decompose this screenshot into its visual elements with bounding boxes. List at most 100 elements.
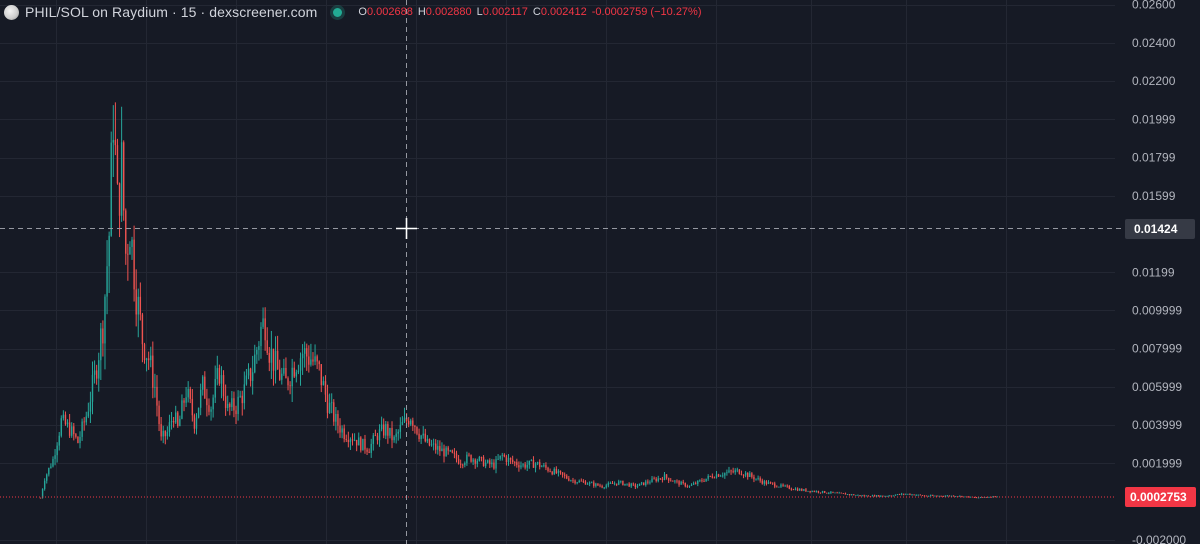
candle-body	[950, 495, 953, 497]
candle-body	[676, 480, 678, 482]
candle-body	[799, 489, 801, 491]
candle-body	[123, 142, 125, 211]
candle-body	[254, 354, 256, 373]
candle-body	[838, 492, 840, 494]
price-axis-tick-label: 0.02600	[1132, 0, 1176, 12]
candle-body	[339, 425, 341, 433]
candle-body	[362, 438, 364, 451]
price-axis-tick-label: 0.01999	[1132, 112, 1176, 126]
candle-body	[54, 455, 56, 459]
candle-body	[511, 459, 514, 463]
candle-body	[370, 443, 372, 453]
candle-body	[127, 253, 129, 255]
candle-body	[489, 460, 491, 465]
candle-body	[653, 478, 655, 480]
candle-body	[921, 495, 924, 496]
candle-body	[580, 480, 582, 482]
candle-body	[821, 491, 824, 493]
market-open-status-icon[interactable]	[333, 7, 343, 17]
candle-body	[930, 495, 932, 496]
candle-body	[131, 239, 133, 247]
candle-body	[87, 411, 90, 417]
candle-body	[464, 463, 466, 466]
candle-body	[314, 356, 316, 362]
candle-body	[303, 348, 306, 354]
candle-body	[882, 495, 884, 497]
candle-body	[853, 494, 855, 496]
candle-body	[237, 396, 239, 415]
candle-body	[896, 494, 899, 496]
candle-body	[894, 494, 897, 496]
candle-body	[499, 455, 501, 459]
crosshair-price-label-bg	[1125, 219, 1195, 239]
candle-body	[351, 439, 354, 441]
candle-body	[118, 183, 121, 216]
candle-body	[955, 496, 957, 498]
candle-body	[243, 384, 246, 404]
candle-body	[487, 460, 489, 463]
candle-body	[333, 402, 335, 422]
candle-body	[907, 493, 909, 495]
candle-body	[647, 481, 649, 483]
candle-body	[645, 481, 647, 486]
candle-body	[638, 483, 641, 486]
candle-body	[462, 464, 464, 466]
candle-body	[347, 439, 350, 443]
candle-body	[501, 454, 503, 456]
candle-body	[942, 496, 944, 497]
candle-body	[71, 426, 73, 436]
candle-body	[310, 359, 312, 365]
candle-body	[541, 466, 543, 468]
candle-body	[391, 427, 393, 441]
candle-body	[730, 470, 732, 472]
candle-body	[557, 470, 560, 474]
candle-body	[830, 491, 832, 494]
candle-body	[430, 444, 433, 446]
candle-body	[620, 480, 622, 482]
candle-body	[420, 435, 422, 439]
candle-body	[43, 480, 46, 489]
candle-body	[260, 326, 262, 347]
candle-body	[591, 482, 593, 484]
candlestick-series[interactable]	[39, 102, 998, 499]
candle-body	[898, 494, 901, 496]
candle-body	[353, 439, 356, 441]
candle-body	[432, 443, 435, 445]
candle-body	[657, 478, 659, 482]
candle-body	[524, 464, 526, 468]
candle-body	[526, 464, 528, 468]
candle-body	[603, 487, 605, 489]
candle-body	[414, 425, 416, 427]
candle-body	[778, 486, 780, 488]
price-axis[interactable]: 0.02600 0.02400 0.02200 0.01999 0.01799 0.015…	[1132, 0, 1186, 544]
candle-body	[771, 482, 774, 484]
candle-body	[659, 478, 662, 480]
last-price-label: 0.0002753	[1125, 487, 1196, 507]
ohlc-close-value: 0.002412	[540, 6, 587, 18]
candle-body	[570, 480, 572, 482]
candle-body	[397, 431, 399, 434]
candle-body	[218, 368, 221, 384]
candle-body	[509, 458, 512, 460]
candle-body	[210, 409, 212, 412]
candle-body	[844, 493, 847, 495]
candle-body	[909, 493, 911, 495]
candle-body	[202, 376, 204, 390]
candle-body	[341, 428, 343, 433]
candle-body	[281, 373, 283, 380]
candle-body	[593, 482, 595, 486]
candle-body	[266, 340, 268, 353]
candle-body	[518, 465, 520, 468]
candle-body	[875, 495, 878, 497]
candle-body	[66, 422, 69, 425]
candle-body	[472, 459, 474, 462]
candle-body	[774, 483, 776, 487]
candle-body	[988, 497, 990, 498]
candle-body	[64, 414, 67, 425]
price-axis-tick-label: -0.002000	[1132, 533, 1186, 544]
crosshair-price-text: 0.01424	[1134, 222, 1178, 236]
candle-body	[913, 494, 915, 496]
candle-body	[77, 436, 79, 443]
